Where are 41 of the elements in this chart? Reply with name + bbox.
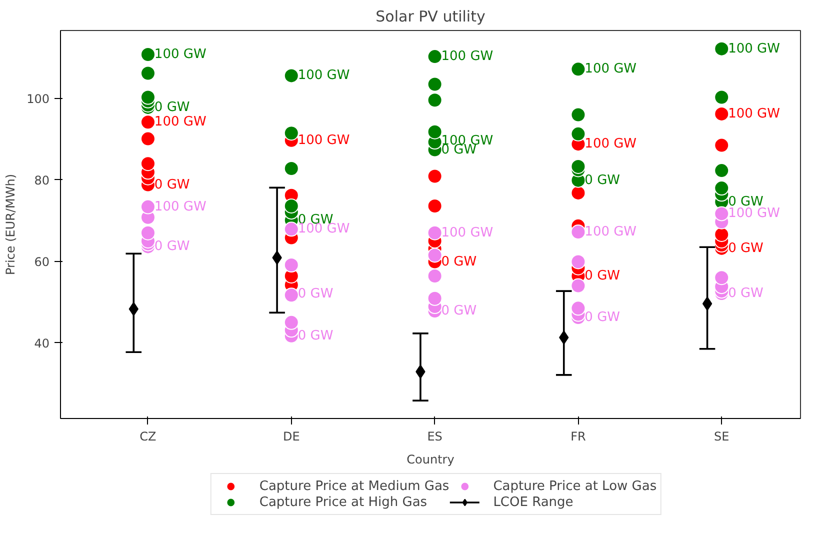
x-tick-label: SE bbox=[714, 430, 730, 444]
annotation: 0 GW bbox=[441, 304, 477, 319]
annotation: 100 GW bbox=[298, 68, 350, 84]
annotation: 0 GW bbox=[584, 268, 620, 284]
annotation: 0 GW bbox=[728, 240, 764, 256]
annotation: 100 GW bbox=[584, 62, 637, 77]
y-tick-label: 60 bbox=[34, 254, 50, 269]
legend-label: Capture Price at Medium Gas bbox=[259, 478, 450, 494]
annotation: 0 GW bbox=[154, 177, 190, 192]
annotation: 0 GW bbox=[298, 286, 334, 302]
x-tick-label: FR bbox=[570, 430, 586, 444]
legend-label: Capture Price at High Gas bbox=[259, 494, 428, 510]
annotation: 0 GW bbox=[154, 100, 190, 115]
annotation: 100 GW bbox=[298, 132, 350, 148]
annotation: 0 GW bbox=[584, 172, 620, 188]
x-tick-label: CZ bbox=[140, 430, 156, 444]
annotation: 100 GW bbox=[584, 136, 637, 152]
chart-title: Solar PV utility bbox=[376, 8, 486, 26]
annotation: 0 GW bbox=[441, 254, 477, 270]
annotation: 0 GW bbox=[154, 239, 190, 254]
annotation: 0 GW bbox=[584, 310, 620, 326]
annotation: 100 GW bbox=[728, 206, 780, 222]
annotation: 100 GW bbox=[154, 47, 206, 62]
x-axis-title: Country bbox=[406, 452, 454, 466]
annotation: 0 GW bbox=[298, 328, 334, 344]
annotation: 100 GW bbox=[441, 225, 494, 240]
annotation: 100 GW bbox=[441, 49, 494, 64]
x-tick-label: DE bbox=[282, 430, 300, 444]
annotation: 100 GW bbox=[154, 199, 206, 214]
annotation: 100 GW bbox=[728, 41, 780, 56]
annotation: 0 GW bbox=[728, 286, 764, 302]
legend-label: Capture Price at Low Gas bbox=[493, 478, 657, 494]
legend-label: LCOE Range bbox=[493, 494, 574, 510]
annotation: 100 GW bbox=[154, 114, 206, 130]
annotation: 100 GW bbox=[584, 224, 637, 240]
y-tick-label: 100 bbox=[26, 92, 50, 106]
annotation: 100 GW bbox=[728, 106, 780, 122]
x-tick-label: ES bbox=[427, 430, 442, 444]
y-tick-label: 40 bbox=[34, 336, 50, 350]
y-tick-label: 80 bbox=[34, 173, 50, 188]
y-axis-title: Price (EUR/MWh) bbox=[4, 174, 18, 276]
